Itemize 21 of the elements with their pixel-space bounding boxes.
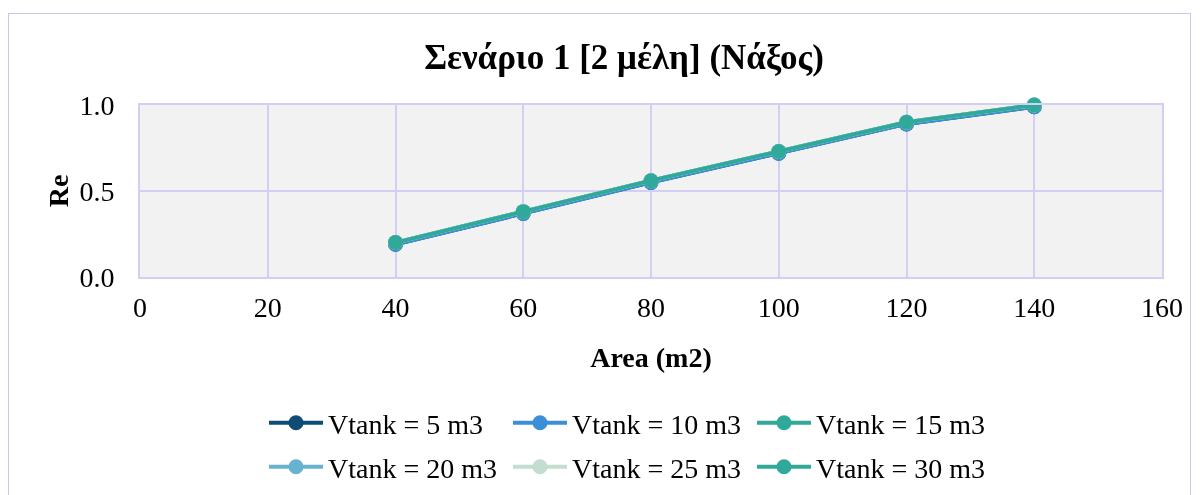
x-axis-title: Area (m2) (590, 342, 712, 374)
legend-label: Vtank = 30 m3 (816, 452, 985, 484)
x-tick-label: 120 (885, 291, 928, 323)
legend-label: Vtank = 5 m3 (328, 408, 483, 440)
x-tick-label: 0 (133, 291, 147, 323)
x-tick-label: 140 (1013, 291, 1056, 323)
x-tick-label: 20 (253, 291, 282, 323)
y-tick-label: 0.0 (79, 261, 115, 293)
legend-label: Vtank = 15 m3 (816, 408, 985, 440)
x-tick-label: 60 (509, 291, 538, 323)
x-tick-label: 160 (1141, 291, 1183, 323)
y-tick-label: 0.5 (79, 175, 115, 207)
y-tick-label: 1.0 (79, 89, 115, 121)
y-axis-title: Re (42, 174, 74, 208)
chart-title: Σενάριο 1 [2 μέλη] (Νάξος) (424, 38, 824, 78)
x-tick-label: 80 (637, 291, 665, 323)
legend-label: Vtank = 25 m3 (572, 452, 741, 484)
legend-label: Vtank = 10 m3 (572, 408, 741, 440)
x-tick-label: 40 (381, 291, 410, 323)
legend-label: Vtank = 20 m3 (328, 452, 497, 484)
x-tick-label: 100 (757, 291, 800, 323)
